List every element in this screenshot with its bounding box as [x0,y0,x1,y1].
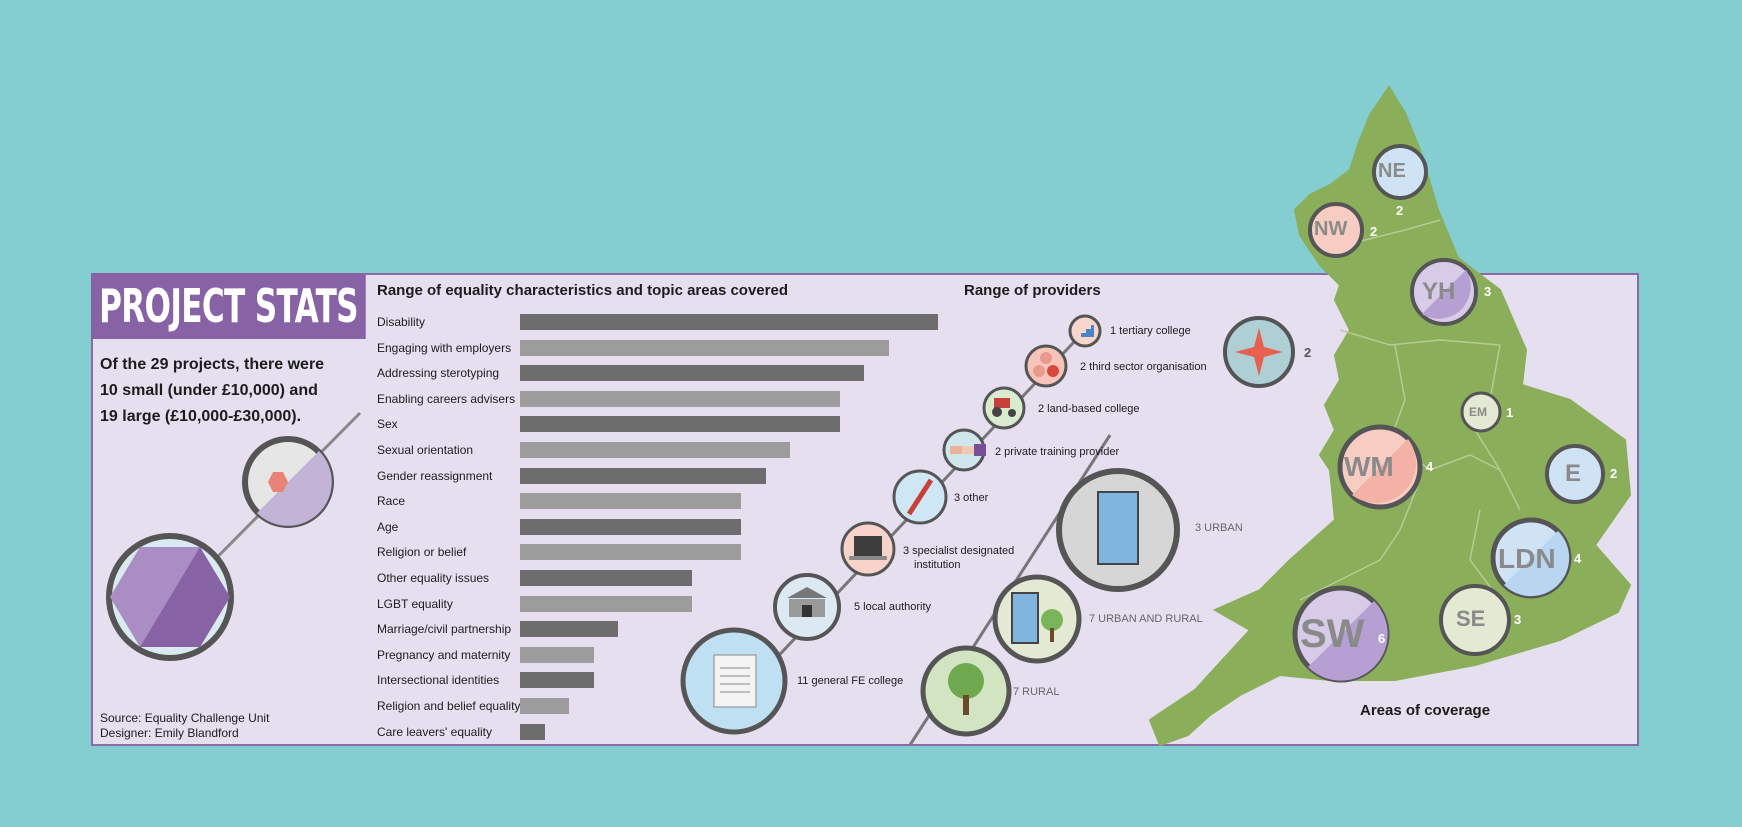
region-count: 2 [1370,224,1378,239]
bar [520,365,865,382]
region-nw-badge [1308,202,1364,258]
bar-label: Addressing sterotyping [377,366,500,381]
bar-label: Religion and belief equality [377,699,521,713]
region-count: 3 [1484,284,1492,299]
region-code: SW [1300,612,1365,656]
people-icon [1024,344,1068,388]
region-yh-badge [1410,258,1478,326]
bar-label: Marriage/civil partnership [377,622,512,637]
map-title: Areas of coverage [1360,702,1491,719]
region-unlabelled-badge [1223,316,1295,388]
bar [520,339,889,356]
bar [520,416,840,433]
bar [520,698,570,714]
region-count: 6 [1378,631,1386,646]
stairs-icon [1068,314,1102,348]
bar [520,723,545,740]
bar [520,672,594,689]
setting-label: 7 RURAL [1013,686,1060,698]
bar [520,595,693,612]
region-wm-badge [1337,424,1423,510]
bar-label: Other equality issues [377,571,490,585]
building-tree-icon [992,574,1082,664]
provider-label: 2 private training provider [995,446,1120,458]
region-ldn-badge [1490,517,1572,599]
designer-credit: Designer: Emily Blandford [100,726,239,740]
region-count: 2 [1610,466,1618,481]
building-icon [1056,468,1180,592]
region-em-badge [1460,391,1502,433]
bar-label: Care leavers' equality [377,724,493,739]
bar [520,314,938,330]
region-count: 3 [1514,612,1522,627]
region-code: NW [1314,218,1348,240]
tractor-icon [982,386,1026,430]
bar-label: Intersectional identities [377,673,500,688]
bar [520,570,693,586]
bar [520,493,742,510]
summary-line-3: 19 large (£10,000-£30,000). [100,408,302,425]
region-code: NE [1378,160,1406,182]
bar [520,518,742,535]
provider-label: 2 third sector organisation [1080,361,1207,373]
provider-label-line2: institution [914,559,961,571]
small-projects-badge [242,436,334,528]
summary-line-2: 10 small (under £10,000) and [100,382,318,399]
region-e-badge [1545,444,1605,504]
bar-label: Age [377,519,399,534]
region-count: 2 [1304,345,1312,360]
bar-label: Pregnancy and maternity [377,647,511,662]
region-count: 2 [1396,203,1404,218]
region-se-badge [1439,584,1511,656]
provider-label: 5 local authority [854,601,932,613]
setting-label: 3 URBAN [1195,522,1243,534]
bar-chart-title: Range of equality characteristics and to… [377,282,788,299]
bar-label: Engaging with employers [377,340,512,355]
bar [520,646,594,663]
providers-title: Range of providers [964,282,1101,299]
summary-line-1: Of the 29 projects, there were [100,356,325,373]
region-count: 4 [1426,459,1434,474]
region-code: LDN [1498,543,1556,574]
region-code: YH [1422,278,1456,305]
provider-label: 2 land-based college [1038,403,1140,415]
bar-label: Enabling careers advisers [377,391,516,406]
bar [520,442,791,458]
source-credit: Source: Equality Challenge Unit [100,711,270,725]
provider-label: 3 other [954,492,989,504]
bar-label: Sexual orientation [377,443,474,457]
region-ne-badge [1372,144,1428,200]
page-title: PROJECT STATS [91,273,366,339]
provider-label: 3 specialist designated [903,545,1015,557]
pencil-icon [892,469,948,525]
setting-label: 7 URBAN AND RURAL [1089,613,1203,625]
region-count: 1 [1506,405,1514,420]
bar-label: Religion or belief [377,545,467,560]
region-code: E [1565,460,1582,487]
laptop-icon [840,521,896,577]
town-hall-icon [773,573,841,641]
region-code: EM [1469,405,1487,419]
bar-label: Gender reassignment [377,468,493,483]
large-projects-badge [106,533,234,661]
region-code: WM [1344,451,1394,482]
bar-label: Race [377,494,406,509]
bar [520,544,742,561]
bar [520,621,619,638]
handshake-icon [942,428,986,472]
region-count: 4 [1574,551,1582,566]
bar-label: Disability [377,315,426,329]
bar [520,390,840,407]
region-code: SE [1456,606,1486,631]
bar [520,467,766,484]
scroll-icon [680,627,788,735]
provider-label: 1 tertiary college [1110,325,1191,337]
bar-label: LGBT equality [377,596,453,611]
provider-label: 11 general FE college [797,675,904,687]
region-sw-badge [1292,585,1390,683]
bar-label: Sex [377,417,398,432]
tree-icon [920,645,1012,737]
